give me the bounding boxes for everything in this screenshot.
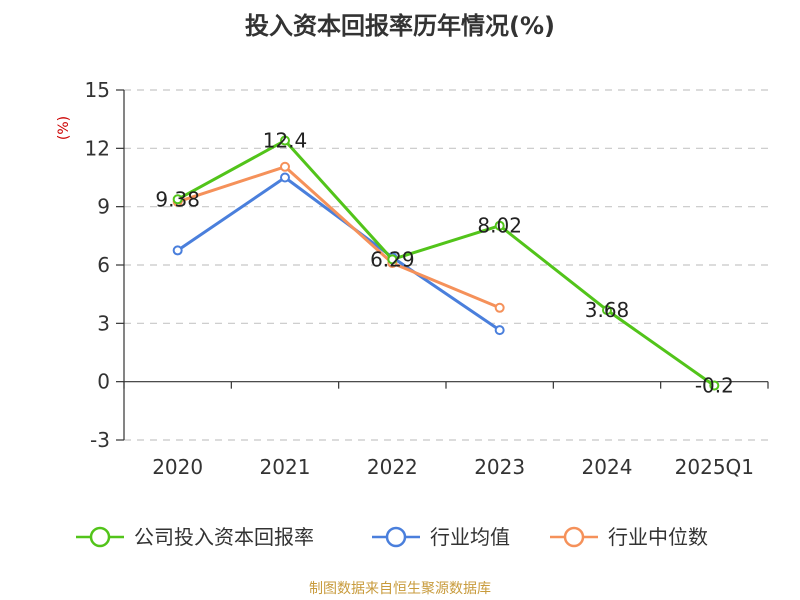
axis-layer: -3 0 3 6 9 12 15 2020 2021 2022 2023 2024 2025Q1 (%) [56,78,769,479]
legend-item[interactable]: 行业均值 [372,525,510,549]
data-point [280,161,290,172]
data-point [172,194,183,205]
legend[interactable]: 公司投入资本回报率 行业均值 行业中位数 [76,525,708,549]
data-label: 3.68 [585,298,630,322]
legend-swatch-marker [563,526,585,548]
grid-layer [124,89,768,441]
data-label: 8.02 [477,214,522,238]
x-tick-label: 2022 [367,455,418,479]
data-point [709,380,720,391]
series-line [177,165,501,310]
label-layer: 9.38 12.4 6.29 8.02 3.68 -0.2 [155,129,733,398]
y-tick-label: 12 [85,136,110,160]
data-point [494,302,505,313]
chart-title: 投入资本回报率历年情况(%) [245,12,555,40]
data-label: 12.4 [263,129,308,153]
legend-label: 行业均值 [430,525,510,549]
x-tick-label: 2025Q1 [675,455,754,479]
data-point [387,254,398,265]
legend-item[interactable]: 行业中位数 [550,525,708,549]
y-tick-label: 9 [97,195,110,219]
y-tick-label: 3 [97,311,110,335]
x-tick-label: 2020 [152,455,203,479]
data-point [494,325,505,336]
y-tick-label: -3 [90,428,110,452]
data-point [280,135,290,146]
data-source-note: 制图数据来自恒生聚源数据库 [309,581,491,597]
data-label: -0.2 [695,374,734,398]
x-tick-label: 2024 [582,455,633,479]
legend-item[interactable]: 公司投入资本回报率 [76,525,314,549]
y-tick-label: 0 [97,370,110,394]
data-label: 6.29 [370,247,415,271]
x-tick-label: 2023 [474,455,525,479]
legend-label: 行业中位数 [608,525,708,549]
data-point [494,220,505,231]
data-label: 9.38 [155,187,200,211]
y-tick-label: 15 [85,78,110,102]
data-point [602,305,612,316]
legend-label: 公司投入资本回报率 [134,525,314,549]
legend-swatch-marker [89,526,111,548]
y-axis-unit-label: (%) [56,116,72,140]
x-tick-label: 2021 [260,455,311,479]
series-layer [172,135,720,391]
series-line [176,139,716,387]
data-point [280,172,290,183]
data-point [172,245,183,256]
legend-swatch-marker [385,526,407,548]
y-tick-label: 6 [97,253,110,277]
series-line [176,176,501,332]
